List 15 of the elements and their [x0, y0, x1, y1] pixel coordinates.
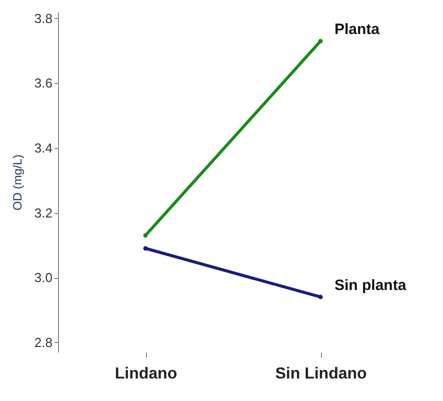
y-tick-label: 3.4	[34, 140, 52, 156]
y-tick-label: 3.8	[34, 10, 52, 26]
y-tick-label: 3.2	[34, 205, 52, 220]
y-axis-title: OD (mg/L)	[10, 154, 24, 211]
y-tick-label: 3.0	[34, 270, 52, 286]
series-label: Sin planta	[334, 276, 407, 294]
y-tick-label: 3.6	[34, 76, 52, 91]
x-tick-label: Sin Lindano	[275, 366, 367, 382]
x-tick-label: Lindano	[114, 366, 178, 382]
series-label: Planta	[334, 21, 380, 38]
point	[143, 233, 148, 238]
point	[318, 294, 323, 300]
point	[143, 246, 148, 251]
point	[318, 38, 323, 44]
y-tick-label: 2.8	[34, 334, 52, 350]
